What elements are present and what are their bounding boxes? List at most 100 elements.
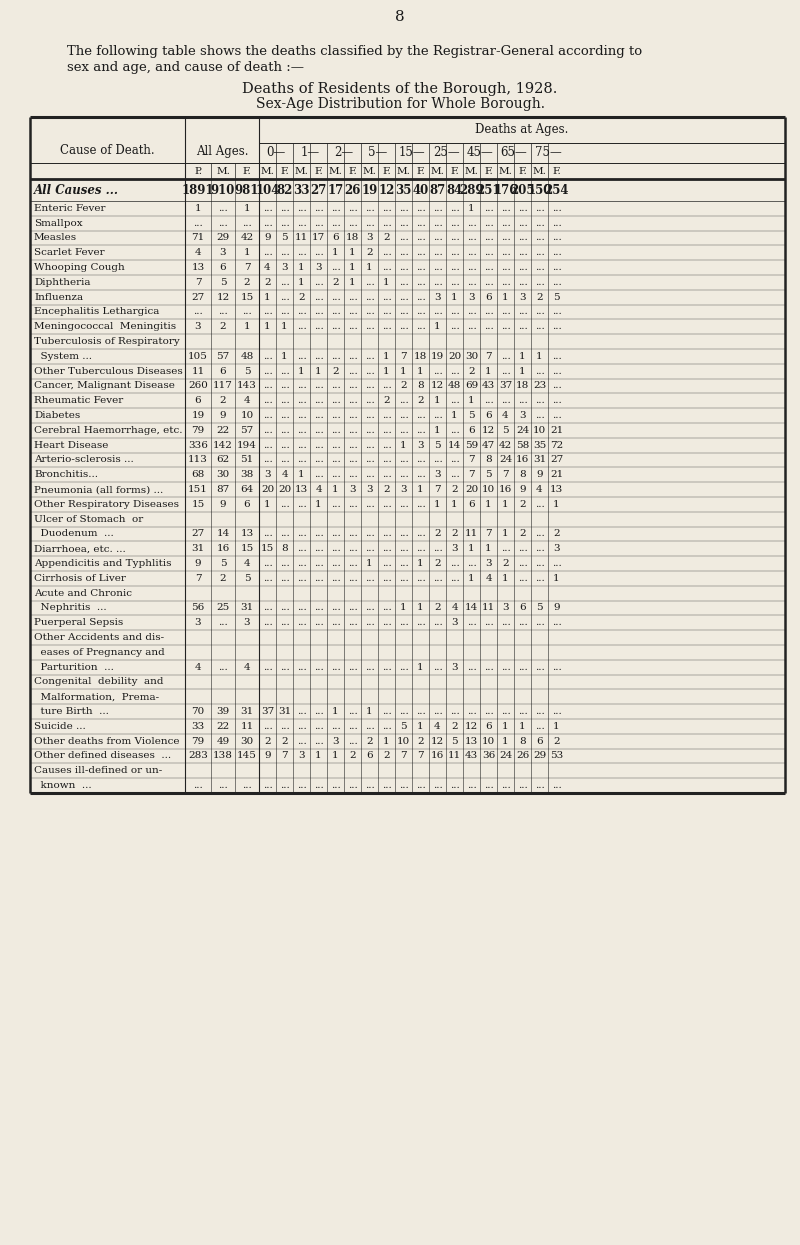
Text: 57: 57 — [216, 352, 230, 361]
Text: ...: ... — [297, 248, 306, 258]
Text: 1: 1 — [502, 500, 509, 509]
Text: 9: 9 — [220, 500, 226, 509]
Text: ...: ... — [552, 396, 562, 406]
Text: ...: ... — [262, 619, 272, 627]
Text: Cause of Death.: Cause of Death. — [60, 144, 155, 158]
Text: ...: ... — [365, 604, 374, 613]
Text: ...: ... — [501, 367, 510, 376]
Text: ...: ... — [280, 426, 290, 435]
Text: ...: ... — [314, 781, 323, 791]
Text: ...: ... — [280, 219, 290, 228]
Text: Encephalitis Lethargica: Encephalitis Lethargica — [34, 308, 159, 316]
Text: 1: 1 — [298, 278, 305, 286]
Text: Congenital  debility  and: Congenital debility and — [34, 677, 163, 686]
Text: 1: 1 — [468, 574, 475, 583]
Text: 2: 2 — [400, 381, 407, 391]
Text: 11: 11 — [240, 722, 254, 731]
Text: ...: ... — [416, 574, 426, 583]
Text: 21: 21 — [550, 426, 563, 435]
Text: Other deaths from Violence: Other deaths from Violence — [34, 737, 179, 746]
Text: F.: F. — [314, 167, 323, 176]
Text: ...: ... — [450, 263, 459, 273]
Text: 3: 3 — [400, 486, 407, 494]
Text: ...: ... — [262, 204, 272, 213]
Text: ...: ... — [552, 308, 562, 316]
Text: ...: ... — [280, 367, 290, 376]
Text: ...: ... — [262, 352, 272, 361]
Text: 10: 10 — [397, 737, 410, 746]
Text: 10: 10 — [533, 426, 546, 435]
Text: 15—: 15— — [398, 147, 426, 159]
Text: ...: ... — [297, 707, 306, 716]
Text: 1: 1 — [502, 293, 509, 301]
Text: Other defined diseases  ...: Other defined diseases ... — [34, 752, 171, 761]
Text: ...: ... — [552, 263, 562, 273]
Text: Diarrhoea, etc. ...: Diarrhoea, etc. ... — [34, 544, 126, 553]
Text: 3: 3 — [434, 471, 441, 479]
Text: ...: ... — [552, 781, 562, 791]
Text: ...: ... — [348, 604, 358, 613]
Text: ...: ... — [348, 737, 358, 746]
Text: 151: 151 — [188, 486, 208, 494]
Text: 4: 4 — [244, 559, 250, 568]
Text: ...: ... — [450, 234, 459, 243]
Text: ...: ... — [382, 529, 391, 539]
Text: 58: 58 — [516, 441, 529, 449]
Text: ...: ... — [218, 781, 228, 791]
Text: ...: ... — [534, 204, 544, 213]
Text: ...: ... — [534, 662, 544, 672]
Text: 7: 7 — [468, 456, 475, 464]
Text: Puerperal Sepsis: Puerperal Sepsis — [34, 619, 123, 627]
Text: 9: 9 — [194, 559, 202, 568]
Text: ...: ... — [348, 411, 358, 420]
Text: 2: 2 — [264, 737, 271, 746]
Text: 12: 12 — [482, 426, 495, 435]
Text: ...: ... — [280, 529, 290, 539]
Text: 7: 7 — [417, 752, 424, 761]
Text: ...: ... — [382, 308, 391, 316]
Text: ...: ... — [450, 204, 459, 213]
Text: 18: 18 — [346, 234, 359, 243]
Text: 1: 1 — [553, 500, 560, 509]
Text: ...: ... — [433, 248, 442, 258]
Text: ...: ... — [398, 396, 408, 406]
Text: 3: 3 — [468, 293, 475, 301]
Text: Ulcer of Stomach  or: Ulcer of Stomach or — [34, 514, 143, 524]
Text: ...: ... — [450, 471, 459, 479]
Text: ...: ... — [484, 781, 494, 791]
Text: ...: ... — [348, 559, 358, 568]
Text: Nephritis  ...: Nephritis ... — [34, 604, 106, 613]
Text: 9: 9 — [519, 486, 526, 494]
Text: 1: 1 — [434, 396, 441, 406]
Text: 9: 9 — [553, 604, 560, 613]
Text: ...: ... — [552, 322, 562, 331]
Text: ...: ... — [365, 322, 374, 331]
Text: ...: ... — [297, 322, 306, 331]
Text: 1: 1 — [264, 500, 271, 509]
Text: ...: ... — [534, 234, 544, 243]
Text: ...: ... — [433, 574, 442, 583]
Text: 8: 8 — [395, 10, 405, 24]
Text: 251: 251 — [476, 183, 501, 197]
Text: ...: ... — [518, 559, 527, 568]
Text: ...: ... — [365, 781, 374, 791]
Text: ...: ... — [450, 574, 459, 583]
Text: 16: 16 — [216, 544, 230, 553]
Text: 1: 1 — [244, 204, 250, 213]
Text: 4: 4 — [244, 396, 250, 406]
Text: ...: ... — [297, 781, 306, 791]
Text: ...: ... — [398, 293, 408, 301]
Text: ...: ... — [297, 604, 306, 613]
Text: ...: ... — [330, 662, 340, 672]
Text: 18: 18 — [516, 381, 529, 391]
Text: 1: 1 — [366, 263, 373, 273]
Text: ...: ... — [416, 707, 426, 716]
Text: ...: ... — [348, 367, 358, 376]
Text: ...: ... — [314, 219, 323, 228]
Text: ...: ... — [365, 619, 374, 627]
Text: ...: ... — [450, 559, 459, 568]
Text: 38: 38 — [240, 471, 254, 479]
Text: ...: ... — [365, 367, 374, 376]
Text: ...: ... — [348, 352, 358, 361]
Text: 4: 4 — [315, 486, 322, 494]
